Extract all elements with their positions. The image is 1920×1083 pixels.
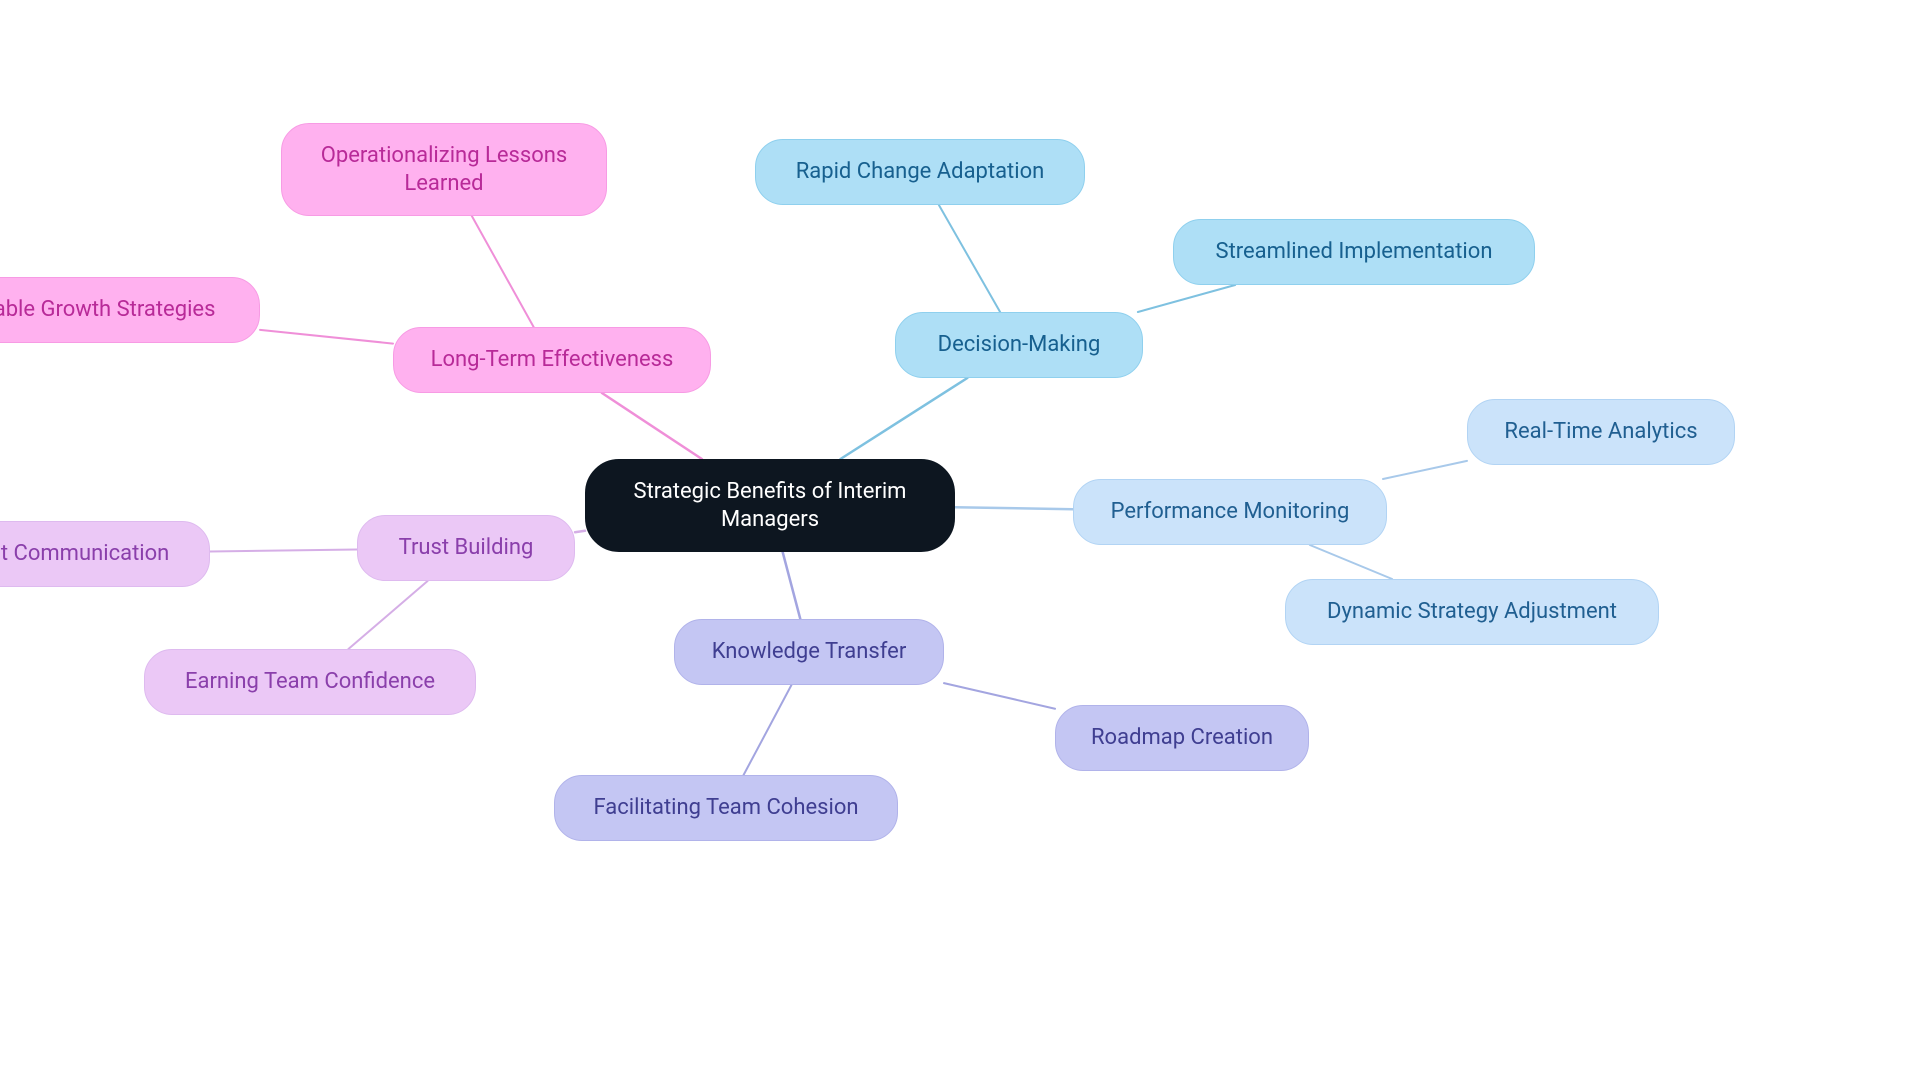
node-trust-child1: Transparent Communication [0, 521, 210, 587]
node-longterm-child1: Operationalizing Lessons Learned [281, 123, 607, 216]
node-longterm: Long-Term Effectiveness [393, 327, 711, 393]
node-perf: Performance Monitoring [1073, 479, 1387, 545]
node-trust: Trust Building [357, 515, 575, 581]
mindmap-canvas: Strategic Benefits of Interim Managers D… [0, 0, 1920, 1083]
node-perf-child1: Real-Time Analytics [1467, 399, 1735, 465]
node-center: Strategic Benefits of Interim Managers [585, 459, 955, 552]
node-trust-child2: Earning Team Confidence [144, 649, 476, 715]
node-knowledge-child1: Facilitating Team Cohesion [554, 775, 898, 841]
node-knowledge-child2: Roadmap Creation [1055, 705, 1309, 771]
node-longterm-child2: Sustainable Growth Strategies [0, 277, 260, 343]
node-decision: Decision-Making [895, 312, 1143, 378]
node-knowledge: Knowledge Transfer [674, 619, 944, 685]
node-perf-child2: Dynamic Strategy Adjustment [1285, 579, 1659, 645]
node-decision-child2: Streamlined Implementation [1173, 219, 1535, 285]
node-decision-child1: Rapid Change Adaptation [755, 139, 1085, 205]
